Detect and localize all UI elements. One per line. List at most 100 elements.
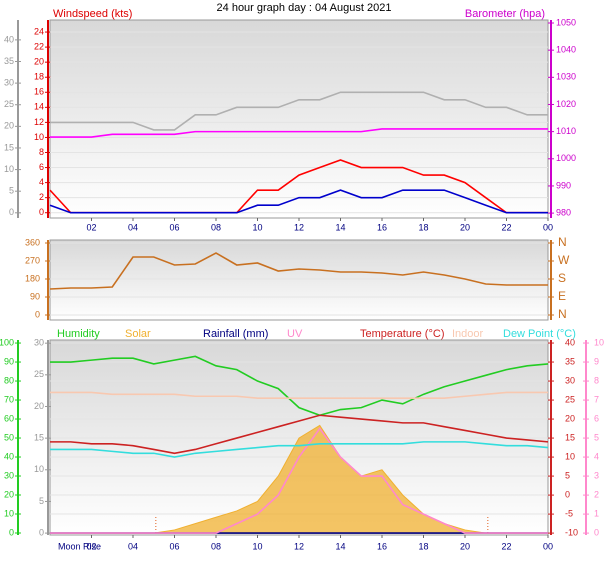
y4-tick-label: 4 xyxy=(594,451,599,461)
y2-tick-label: 980 xyxy=(556,207,571,217)
y2-tick-label: 15 xyxy=(565,432,575,442)
y-tick-label: 10 xyxy=(34,132,44,142)
x-tick-label: 20 xyxy=(460,222,470,232)
y2-tick-label: 1010 xyxy=(556,126,576,136)
y3-tick-label: 10 xyxy=(34,464,44,474)
y3-tick-label: 15 xyxy=(34,433,44,443)
y2-tick-label: -10 xyxy=(565,527,578,537)
y2-tick-label: 30 xyxy=(565,375,575,385)
y2-tick-label: 1030 xyxy=(556,72,576,82)
x-tick-label: 00 xyxy=(543,541,553,551)
x-tick-label: 06 xyxy=(169,541,179,551)
legend-entry: Rainfall (mm) xyxy=(203,328,268,340)
y-tick-label: 40 xyxy=(4,451,14,461)
y4-tick-label: 0 xyxy=(594,527,599,537)
y-tick-label: 4 xyxy=(39,177,44,187)
line xyxy=(50,128,548,138)
y2-tick-label: 1040 xyxy=(556,45,576,55)
y-tick-label: 6 xyxy=(39,162,44,172)
y4-tick-label: 5 xyxy=(594,432,599,442)
x-tick-label: 00 xyxy=(543,222,553,232)
y-tick-label: 90 xyxy=(30,291,40,301)
y-tick-label: 24 xyxy=(34,26,44,36)
y-tick-label: 18 xyxy=(34,72,44,82)
y-tick-label: 22 xyxy=(34,41,44,51)
y-tick-label: 60 xyxy=(4,413,14,423)
line xyxy=(49,189,548,214)
y-tick-label: 30 xyxy=(4,470,14,480)
x-tick-label: 12 xyxy=(294,222,304,232)
y-tick-label: 0 xyxy=(9,527,14,537)
y2-tick-label: 1000 xyxy=(556,153,576,163)
legend-entry: UV xyxy=(287,328,303,340)
y-tick-label: 80 xyxy=(4,375,14,385)
y-tick-label: 90 xyxy=(4,356,14,366)
legend-entry: Temperature (°C) xyxy=(360,328,444,340)
y4-tick-label: 7 xyxy=(594,394,599,404)
y2-tick-label: N xyxy=(558,235,567,249)
y-tick-label: 10 xyxy=(4,508,14,518)
y2-tick-label: N xyxy=(558,307,567,321)
x-tick-label: 22 xyxy=(501,541,511,551)
x-tick-label: 06 xyxy=(169,222,179,232)
x-tick-label: 16 xyxy=(377,222,387,232)
line xyxy=(50,391,548,399)
panel-climate xyxy=(49,339,549,536)
y-tick-label: 360 xyxy=(25,237,40,247)
y-tick-label: 12 xyxy=(34,117,44,127)
y3-tick-label: 0 xyxy=(39,527,44,537)
panel-direction xyxy=(49,239,549,321)
legend-entry: Indoor xyxy=(452,328,484,340)
y-tick-label: 50 xyxy=(4,432,14,442)
y-tick-label: 0 xyxy=(35,309,40,319)
y-tick-label: 2 xyxy=(39,192,44,202)
y2-tick-label: 10 xyxy=(565,451,575,461)
frames xyxy=(49,19,549,536)
y2-axis-label: Barometer (hpa) xyxy=(465,8,545,20)
panel-wind xyxy=(49,19,549,219)
x-tick-label: 10 xyxy=(252,541,262,551)
y4-tick-label: 9 xyxy=(594,356,599,366)
y3-tick-label: 20 xyxy=(34,401,44,411)
y3-tick-label: 25 xyxy=(4,99,14,109)
y3-tick-label: 10 xyxy=(4,164,14,174)
x-tick-label: 18 xyxy=(418,541,428,551)
y-axis-label: Windspeed (kts) xyxy=(53,8,132,20)
y2-tick-label: S xyxy=(558,271,566,285)
y3-tick-label: 20 xyxy=(4,121,14,131)
y2-tick-label: 40 xyxy=(565,337,575,347)
y-tick-label: 14 xyxy=(34,102,44,112)
y4-tick-label: 8 xyxy=(594,375,599,385)
line xyxy=(50,441,549,458)
y3-tick-label: 40 xyxy=(4,34,14,44)
x-tick-label: 04 xyxy=(128,541,138,551)
y2-tick-label: -5 xyxy=(565,508,573,518)
y2-tick-label: 35 xyxy=(565,356,575,366)
y-tick-label: 180 xyxy=(25,273,40,283)
y2-tick-label: 20 xyxy=(565,413,575,423)
y2-tick-label: 0 xyxy=(565,489,570,499)
y2-tick-label: 1050 xyxy=(556,17,576,27)
line xyxy=(50,355,549,417)
y-tick-label: 20 xyxy=(4,489,14,499)
y-tick-label: 270 xyxy=(25,255,40,265)
y3-tick-label: 25 xyxy=(34,369,44,379)
y3-tick-label: 5 xyxy=(9,186,14,196)
y-tick-label: 8 xyxy=(39,147,44,157)
line xyxy=(50,91,548,131)
y2-tick-label: 25 xyxy=(565,394,575,404)
y4-tick-label: 6 xyxy=(594,413,599,423)
x-tick-label: 12 xyxy=(294,541,304,551)
y3-tick-label: 5 xyxy=(39,496,44,506)
y2-tick-label: E xyxy=(558,289,566,303)
x-tick-label: 04 xyxy=(128,222,138,232)
x-tick-label: 02 xyxy=(86,222,96,232)
legend-entry: Solar xyxy=(125,328,151,340)
y2-tick-label: 990 xyxy=(556,180,571,190)
x-tick-label: 16 xyxy=(377,541,387,551)
y3-tick-label: 0 xyxy=(9,207,14,217)
y4-tick-label: 3 xyxy=(594,470,599,480)
y2-tick-label: 1020 xyxy=(556,99,576,109)
